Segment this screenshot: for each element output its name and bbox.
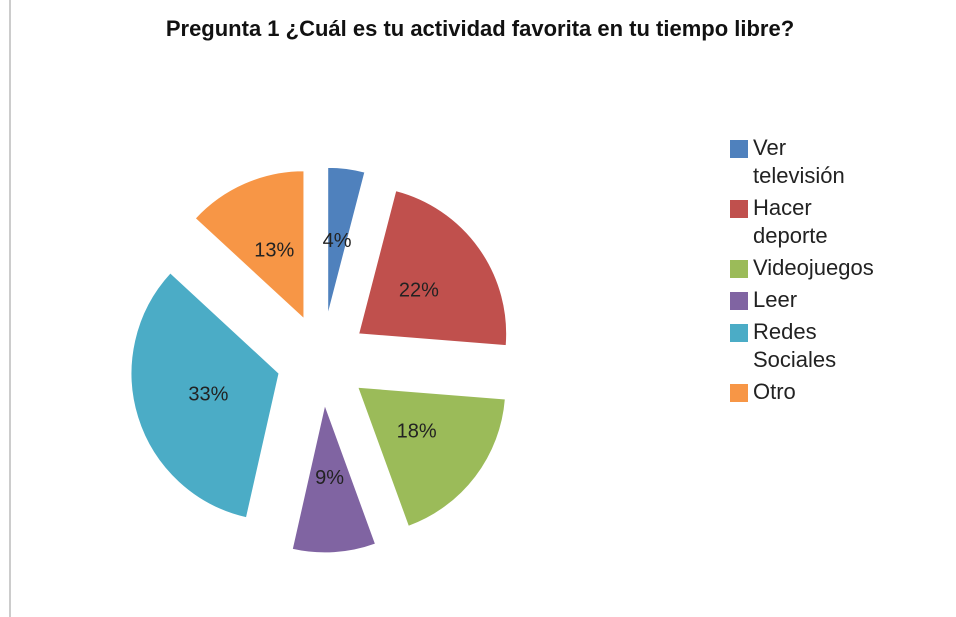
legend-item: Leer	[730, 286, 930, 314]
legend-item: Redes Sociales	[730, 318, 930, 374]
pie-slice	[291, 403, 377, 554]
legend-item: Videojuegos	[730, 254, 930, 282]
legend-label: Otro	[753, 379, 796, 404]
legend: Ver televisión Hacer deporte Videojuegos Le…	[730, 134, 930, 410]
data-label: 4%	[323, 230, 352, 252]
legend-label: Ver televisión	[753, 135, 845, 188]
data-label: 33%	[188, 384, 228, 406]
chart-title: Pregunta 1 ¿Cuál es tu actividad favorit…	[166, 16, 794, 41]
legend-swatch	[730, 324, 748, 342]
pie-slice	[130, 272, 280, 519]
legend-label: Redes Sociales	[753, 319, 837, 372]
pie-slice	[357, 386, 506, 527]
data-label: 18%	[397, 420, 437, 442]
legend-item: Otro	[730, 378, 930, 406]
legend-swatch	[730, 384, 748, 402]
pie-slice	[327, 166, 366, 316]
legend-label: Leer	[753, 287, 798, 312]
pie-slice	[194, 170, 305, 320]
legend-label: Hacer deporte	[753, 195, 828, 248]
legend-item: Ver televisión	[730, 134, 930, 190]
legend-swatch	[730, 200, 748, 218]
data-label: 9%	[315, 467, 344, 489]
legend-item: Hacer deporte	[730, 194, 930, 250]
legend-swatch	[730, 292, 748, 310]
legend-label: Videojuegos	[753, 255, 874, 280]
data-label: 13%	[254, 239, 294, 261]
data-label: 22%	[399, 279, 439, 301]
legend-swatch	[730, 260, 748, 278]
pie-slice	[358, 190, 508, 347]
legend-swatch	[730, 140, 748, 158]
